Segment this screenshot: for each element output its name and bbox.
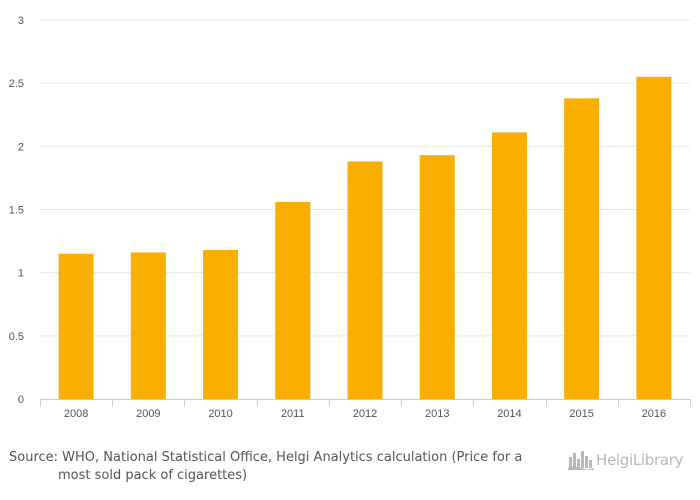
source-line-2: most sold pack of cigarettes) — [58, 468, 248, 483]
x-tick-label: 2016 — [642, 408, 666, 420]
y-tick-label: 2.5 — [9, 78, 24, 90]
bar-2008 — [58, 253, 94, 399]
y-tick-label: 2 — [18, 141, 24, 153]
y-tick-label: 0 — [18, 394, 24, 406]
bar-2014 — [491, 132, 527, 400]
city-skyline-icon — [568, 451, 594, 470]
bar-2009 — [130, 252, 166, 399]
x-tick-label: 2013 — [425, 408, 449, 420]
bars — [58, 76, 672, 400]
x-axis — [40, 399, 691, 407]
source-note: Source: WHO, National Statistical Office… — [9, 449, 539, 485]
x-tick-label: 2014 — [497, 408, 521, 420]
helgi-library-logo: HelgiLibrary — [566, 448, 692, 472]
x-tick-label: 2008 — [64, 408, 88, 420]
y-tick-label: 1 — [18, 268, 24, 280]
x-tick-label: 2011 — [281, 408, 305, 420]
bar-2016 — [636, 76, 672, 399]
x-tick-label: 2010 — [208, 408, 232, 420]
bar-2013 — [419, 155, 455, 399]
bar-2011 — [275, 201, 311, 399]
y-axis-ticks: 0 0.5 1 1.5 2 2.5 3 — [9, 15, 24, 406]
x-tick-label: 2009 — [136, 408, 160, 420]
bar-2015 — [564, 98, 600, 400]
logo-text: HelgiLibrary — [596, 451, 684, 469]
bar-2010 — [203, 249, 239, 399]
x-axis-ticks: 2008 2009 2010 2011 2012 2013 2014 2015 2016 — [64, 408, 666, 420]
x-tick-label: 2012 — [353, 408, 377, 420]
y-tick-label: 0.5 — [9, 331, 24, 343]
bar-chart: 00.511.522.53 2008 2009 2010 2011 2012 2013 20… — [9, 15, 691, 420]
source-line-1: Source: WHO, National Statistical Office… — [9, 450, 523, 465]
x-tick-label: 2015 — [569, 408, 593, 420]
bar-2012 — [347, 161, 383, 399]
y-tick-label: 3 — [18, 15, 24, 27]
y-tick-label: 1.5 — [9, 205, 24, 217]
